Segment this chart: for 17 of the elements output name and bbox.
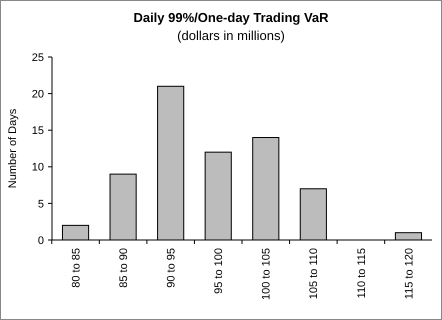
x-tick-label: 115 to 120: [403, 248, 416, 300]
chart-subtitle: (dollars in millions): [177, 28, 285, 43]
y-tick-label: 5: [38, 198, 44, 210]
y-tick-label: 20: [32, 88, 44, 100]
y-tick-label: 25: [32, 52, 44, 64]
y-tick-label: 0: [38, 234, 44, 247]
x-tick-label: 110 to 115: [356, 248, 368, 298]
y-axis-title: Number of Days: [7, 108, 19, 188]
x-tick-label: 95 to 100: [213, 248, 226, 294]
x-tick-label: 85 to 90: [118, 248, 130, 288]
chart-title: Daily 99%/One-day Trading VaR: [133, 10, 330, 25]
x-tick-label: 80 to 85: [70, 248, 82, 288]
x-tick-label: 100 to 105: [260, 248, 273, 300]
y-tick-label: 15: [32, 125, 44, 138]
y-tick-label: 10: [32, 162, 44, 174]
x-tick-label: 105 to 110: [308, 248, 320, 300]
x-tick-label: 90 to 95: [166, 248, 178, 288]
